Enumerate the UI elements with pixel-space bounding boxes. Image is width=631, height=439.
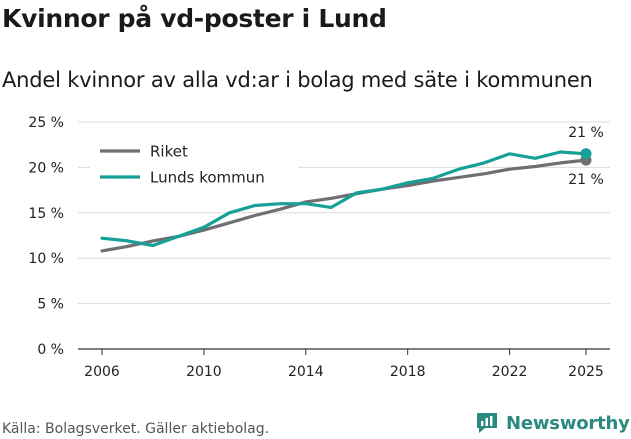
legend: Riket Lunds kommun xyxy=(90,138,298,194)
y-tick-label: 15 % xyxy=(28,206,64,222)
line-chart: 0 %5 %10 %15 %20 %25 % 2006 2010 2014 2018 2… xyxy=(28,115,610,380)
x-tick-label: 2014 xyxy=(288,364,324,380)
legend-label: Lunds kommun xyxy=(150,169,265,187)
x-tick-label: 2010 xyxy=(186,364,222,380)
x-tick-label: 2025 xyxy=(568,364,604,380)
y-tick-label: 5 % xyxy=(37,297,64,313)
series-lines xyxy=(100,148,592,253)
x-tick-label: 2006 xyxy=(84,364,120,380)
y-axis: 0 % 5 % 10 % 15 % 20 % 25 % xyxy=(28,115,64,358)
series-end-point xyxy=(580,148,592,160)
legend-background xyxy=(90,138,298,194)
x-tick-label: 2022 xyxy=(492,364,528,380)
legend-label: Riket xyxy=(150,143,188,161)
end-value-label: 21 % xyxy=(568,125,604,141)
x-tick-label: 2018 xyxy=(390,364,426,380)
x-axis: 2006 2010 2014 2018 2022 2025 xyxy=(84,349,604,380)
source-note: Källa: Bolagsverket. Gäller aktiebolag. xyxy=(2,421,270,437)
chart-title: Kvinnor på vd-poster i Lund xyxy=(2,4,387,33)
y-tick-label: 25 % xyxy=(28,115,64,131)
y-tick-label: 20 % xyxy=(28,160,64,176)
series-line-lunds-kommun xyxy=(100,150,588,248)
end-value-label: 21 % xyxy=(568,172,604,188)
brand-logo[interactable]: Newsworthy xyxy=(474,408,630,438)
y-tick-label: 0 % xyxy=(37,342,64,358)
brand-name: Newsworthy xyxy=(506,412,630,434)
chart-subtitle: Andel kvinnor av alla vd:ar i bolag med … xyxy=(2,68,593,92)
end-labels: 21 % 21 % xyxy=(568,125,604,188)
newsworthy-logo-icon xyxy=(477,413,497,433)
y-tick-label: 10 % xyxy=(28,251,64,267)
